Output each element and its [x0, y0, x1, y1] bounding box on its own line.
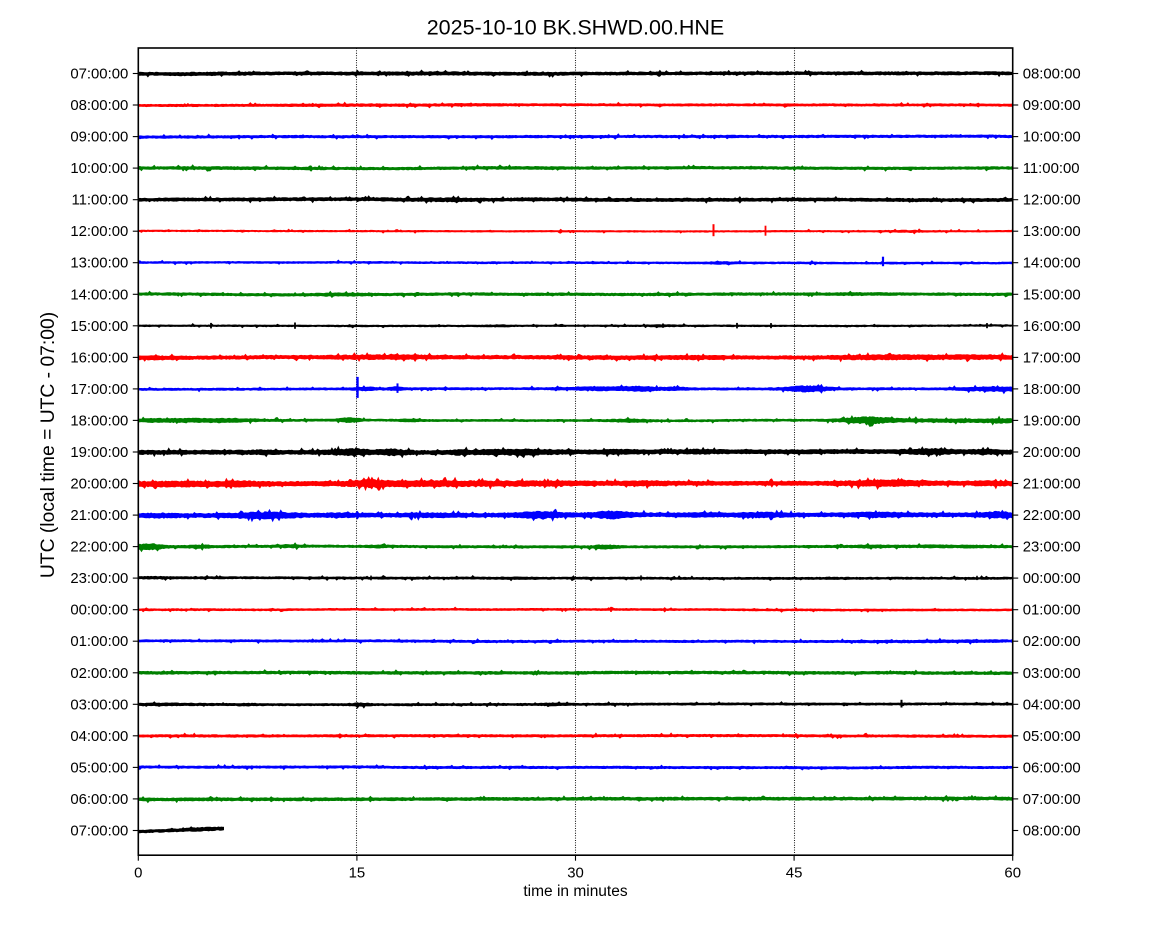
svg-text:22:00:00: 22:00:00: [1023, 508, 1081, 524]
svg-text:02:00:00: 02:00:00: [70, 666, 128, 682]
svg-text:60: 60: [1004, 866, 1021, 882]
svg-text:2025-10-10 BK.SHWD.00.HNE: 2025-10-10 BK.SHWD.00.HNE: [427, 16, 725, 40]
svg-text:16:00:00: 16:00:00: [1023, 319, 1081, 335]
svg-text:03:00:00: 03:00:00: [1023, 666, 1081, 682]
svg-text:time in minutes: time in minutes: [523, 883, 627, 900]
svg-text:30: 30: [567, 866, 584, 882]
svg-text:13:00:00: 13:00:00: [70, 256, 128, 272]
svg-text:10:00:00: 10:00:00: [70, 161, 128, 177]
svg-text:08:00:00: 08:00:00: [1023, 824, 1081, 840]
svg-text:00:00:00: 00:00:00: [1023, 571, 1081, 587]
svg-text:12:00:00: 12:00:00: [1023, 193, 1081, 209]
svg-text:18:00:00: 18:00:00: [1023, 382, 1081, 398]
svg-text:15: 15: [349, 866, 366, 882]
svg-text:18:00:00: 18:00:00: [70, 413, 128, 429]
svg-text:12:00:00: 12:00:00: [70, 224, 128, 240]
svg-text:15:00:00: 15:00:00: [70, 319, 128, 335]
svg-text:01:00:00: 01:00:00: [1023, 603, 1081, 619]
svg-text:45: 45: [786, 866, 803, 882]
svg-text:08:00:00: 08:00:00: [1023, 67, 1081, 83]
svg-text:16:00:00: 16:00:00: [70, 350, 128, 366]
svg-text:20:00:00: 20:00:00: [1023, 445, 1081, 461]
svg-text:22:00:00: 22:00:00: [70, 540, 128, 556]
svg-text:09:00:00: 09:00:00: [1023, 98, 1081, 114]
svg-text:UTC (local time = UTC - 07:00): UTC (local time = UTC - 07:00): [38, 312, 59, 578]
svg-text:10:00:00: 10:00:00: [1023, 130, 1081, 146]
svg-text:17:00:00: 17:00:00: [1023, 350, 1081, 366]
svg-text:11:00:00: 11:00:00: [1023, 161, 1080, 177]
svg-text:06:00:00: 06:00:00: [1023, 760, 1081, 776]
svg-text:0: 0: [134, 866, 142, 882]
svg-text:06:00:00: 06:00:00: [70, 792, 128, 808]
svg-text:01:00:00: 01:00:00: [70, 634, 128, 650]
svg-text:03:00:00: 03:00:00: [70, 697, 128, 713]
svg-text:07:00:00: 07:00:00: [1023, 792, 1081, 808]
svg-text:00:00:00: 00:00:00: [70, 603, 128, 619]
svg-text:23:00:00: 23:00:00: [70, 571, 128, 587]
svg-text:05:00:00: 05:00:00: [70, 760, 128, 776]
svg-text:19:00:00: 19:00:00: [1023, 413, 1081, 429]
svg-text:21:00:00: 21:00:00: [1023, 477, 1081, 493]
svg-text:21:00:00: 21:00:00: [70, 508, 128, 524]
svg-text:05:00:00: 05:00:00: [1023, 729, 1081, 745]
svg-text:17:00:00: 17:00:00: [70, 382, 128, 398]
svg-text:02:00:00: 02:00:00: [1023, 634, 1081, 650]
svg-text:04:00:00: 04:00:00: [70, 729, 128, 745]
svg-text:19:00:00: 19:00:00: [70, 445, 128, 461]
svg-text:11:00:00: 11:00:00: [71, 193, 128, 209]
svg-text:20:00:00: 20:00:00: [70, 477, 128, 493]
svg-text:23:00:00: 23:00:00: [1023, 540, 1081, 556]
svg-text:09:00:00: 09:00:00: [70, 130, 128, 146]
svg-text:08:00:00: 08:00:00: [70, 98, 128, 114]
svg-text:13:00:00: 13:00:00: [1023, 224, 1081, 240]
svg-text:07:00:00: 07:00:00: [70, 67, 128, 83]
svg-text:15:00:00: 15:00:00: [1023, 287, 1081, 303]
svg-text:07:00:00: 07:00:00: [70, 824, 128, 840]
svg-text:04:00:00: 04:00:00: [1023, 697, 1081, 713]
svg-text:14:00:00: 14:00:00: [70, 287, 128, 303]
svg-text:14:00:00: 14:00:00: [1023, 256, 1081, 272]
